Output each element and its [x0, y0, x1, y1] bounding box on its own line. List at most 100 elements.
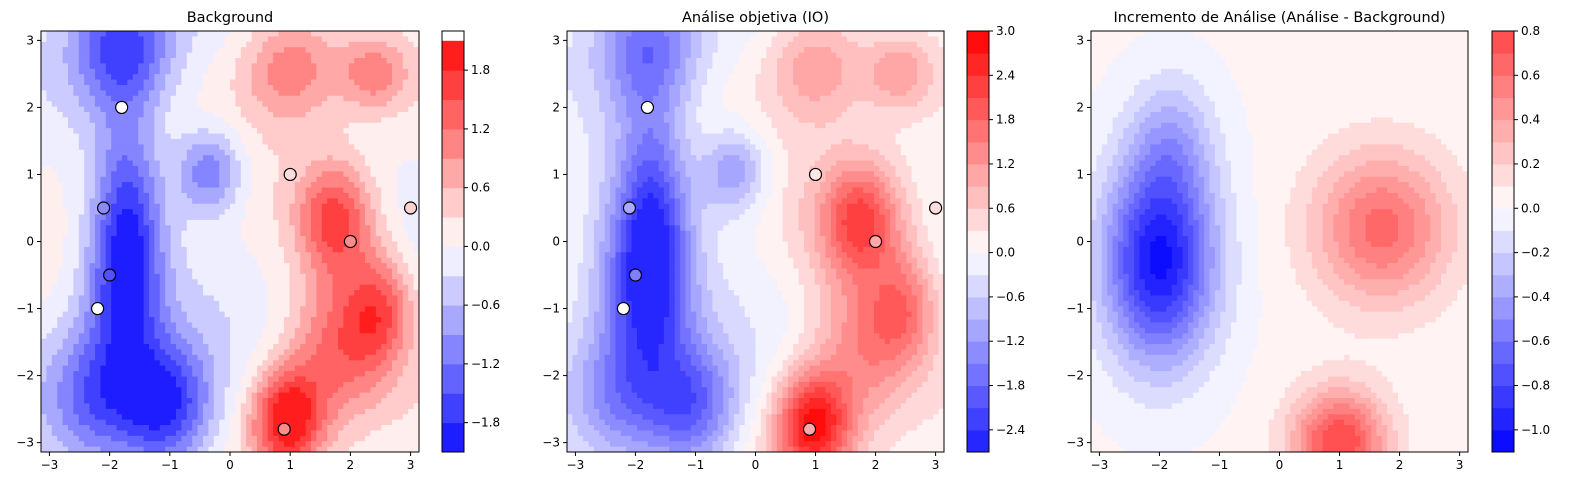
- colorbar-frame: [966, 30, 990, 453]
- y-tick-label: −1: [16, 302, 34, 316]
- colorbar-tick-label: 0.8: [1521, 24, 1540, 38]
- colorbar-tick-label: 3.0: [996, 24, 1015, 38]
- y-tick-label: 2: [1076, 100, 1084, 114]
- x-tick-label: 1: [1336, 458, 1344, 472]
- colorbar-segment: [442, 217, 464, 247]
- colorbar-segment: [967, 274, 989, 298]
- observation-point: [343, 234, 357, 249]
- colorbar-tick-label: 0.6: [996, 201, 1015, 215]
- subplot-title: Análise objetiva (IO): [682, 10, 829, 26]
- colorbar-segment: [1492, 407, 1514, 431]
- x-tick-label: 3: [932, 458, 940, 472]
- colorbar-segment: [967, 75, 989, 98]
- subplot-3: −3 −2 −1 0 1 2 3 −3 −2 −1 0 1 2 3 Incremento de Anális…: [1066, 10, 1550, 472]
- colorbar-tick-label: −2.4: [996, 423, 1025, 437]
- colorbar-tick-label: 0.6: [1521, 68, 1540, 82]
- colorbar-segment: [442, 334, 464, 365]
- contour-field: [1091, 31, 1468, 452]
- colorbar-segment: [1492, 186, 1514, 209]
- colorbar-segment: [967, 141, 989, 165]
- y-tick-label: −1: [1066, 302, 1084, 316]
- x-tick-label: −1: [161, 458, 179, 472]
- x-tick-label: 1: [812, 458, 820, 472]
- colorbar-segment: [967, 186, 989, 209]
- y-tick-label: 2: [552, 100, 560, 114]
- x-tick-label: −1: [687, 458, 705, 472]
- colorbar-segment: [1492, 31, 1514, 54]
- subplot-title: Background: [187, 10, 274, 26]
- colorbar-segment: [1492, 319, 1514, 342]
- y-tick-label: 0: [552, 235, 560, 249]
- colorbar-segment: [442, 393, 464, 424]
- colorbar-segment: [967, 208, 989, 231]
- colorbar-segment: [1492, 119, 1514, 143]
- x-tick-label: 2: [872, 458, 880, 472]
- colorbar-segment: [442, 128, 464, 159]
- y-tick-label: 1: [1076, 167, 1084, 181]
- colorbar-segment: [967, 363, 989, 387]
- colorbar-segment: [442, 158, 464, 189]
- colorbar-tick-label: 2.4: [996, 68, 1015, 82]
- x-tick-label: −3: [41, 458, 59, 472]
- observation-point: [90, 301, 105, 316]
- colorbar-segment: [967, 429, 989, 453]
- x-tick-label: 3: [407, 458, 415, 472]
- y-tick-label: −1: [542, 302, 560, 316]
- x-tick-label: 0: [752, 458, 760, 472]
- colorbar: −2.4 −1.8 −1.2 −0.6 0.0 0.6 1.2 1.8 2.4 3.0: [966, 24, 1025, 453]
- colorbar-segment: [1492, 141, 1514, 165]
- observation-point: [868, 234, 883, 249]
- colorbar-segment: [967, 319, 989, 342]
- colorbar-segment: [1492, 363, 1514, 387]
- colorbar-segment: [967, 163, 989, 187]
- colorbar-tick-label: 0.0: [996, 246, 1015, 260]
- subplot-title: Incremento de Análise (Análise - Backgro…: [1113, 10, 1445, 26]
- colorbar-segment: [967, 53, 989, 76]
- colorbar-segment: [967, 230, 989, 254]
- subplot-1: −3 −2 −1 0 1 2 3 −3 −2 −1 0 1 2 3 Background −1.8 −1.2 −0…: [16, 10, 500, 472]
- colorbar-segment: [1492, 97, 1514, 121]
- x-tick-label: −2: [1151, 458, 1169, 472]
- y-tick-label: −3: [542, 436, 560, 450]
- observation-point: [616, 301, 631, 316]
- colorbar-frame: [441, 30, 465, 453]
- colorbar-segment: [1492, 274, 1514, 298]
- colorbar-tick-label: −1.8: [471, 416, 500, 430]
- colorbar-segment: [1492, 296, 1514, 320]
- x-tick-label: 1: [286, 458, 294, 472]
- y-tick-label: 1: [26, 167, 34, 181]
- observation-point: [283, 167, 297, 182]
- observation-point: [808, 167, 823, 182]
- y-tick-label: −3: [16, 436, 34, 450]
- colorbar-tick-label: 0.6: [471, 181, 490, 195]
- colorbar-tick-label: −0.6: [471, 298, 500, 312]
- colorbar-segment: [967, 97, 989, 121]
- x-tick-label: 2: [1396, 458, 1404, 472]
- colorbar-frame: [1491, 30, 1515, 453]
- colorbar-segment: [442, 305, 464, 336]
- observation-point: [640, 100, 655, 115]
- colorbar-tick-label: 0.2: [1521, 157, 1540, 171]
- colorbar-tick-label: −0.8: [1521, 379, 1550, 393]
- x-tick-label: −2: [627, 458, 645, 472]
- colorbar-segment: [1492, 252, 1514, 276]
- colorbar-tick-label: −0.6: [1521, 334, 1550, 348]
- colorbar-tick-label: −1.0: [1521, 423, 1550, 437]
- contour-field: [41, 31, 419, 452]
- colorbar-segment: [967, 31, 989, 54]
- y-tick-label: 2: [26, 100, 34, 114]
- observation-point: [928, 201, 943, 215]
- colorbar-segment: [1492, 385, 1514, 409]
- colorbar-segment: [967, 119, 989, 143]
- observation-point: [403, 201, 418, 215]
- colorbar-tick-label: 0.4: [1521, 113, 1540, 127]
- colorbar-segment: [442, 363, 464, 394]
- y-tick-label: −2: [16, 369, 34, 383]
- colorbar-tick-label: 1.8: [471, 63, 490, 77]
- x-tick-label: −3: [567, 458, 585, 472]
- y-tick-label: −2: [1066, 369, 1084, 383]
- colorbar-segment: [1492, 230, 1514, 254]
- y-tick-label: −3: [1066, 436, 1084, 450]
- x-tick-label: −2: [101, 458, 119, 472]
